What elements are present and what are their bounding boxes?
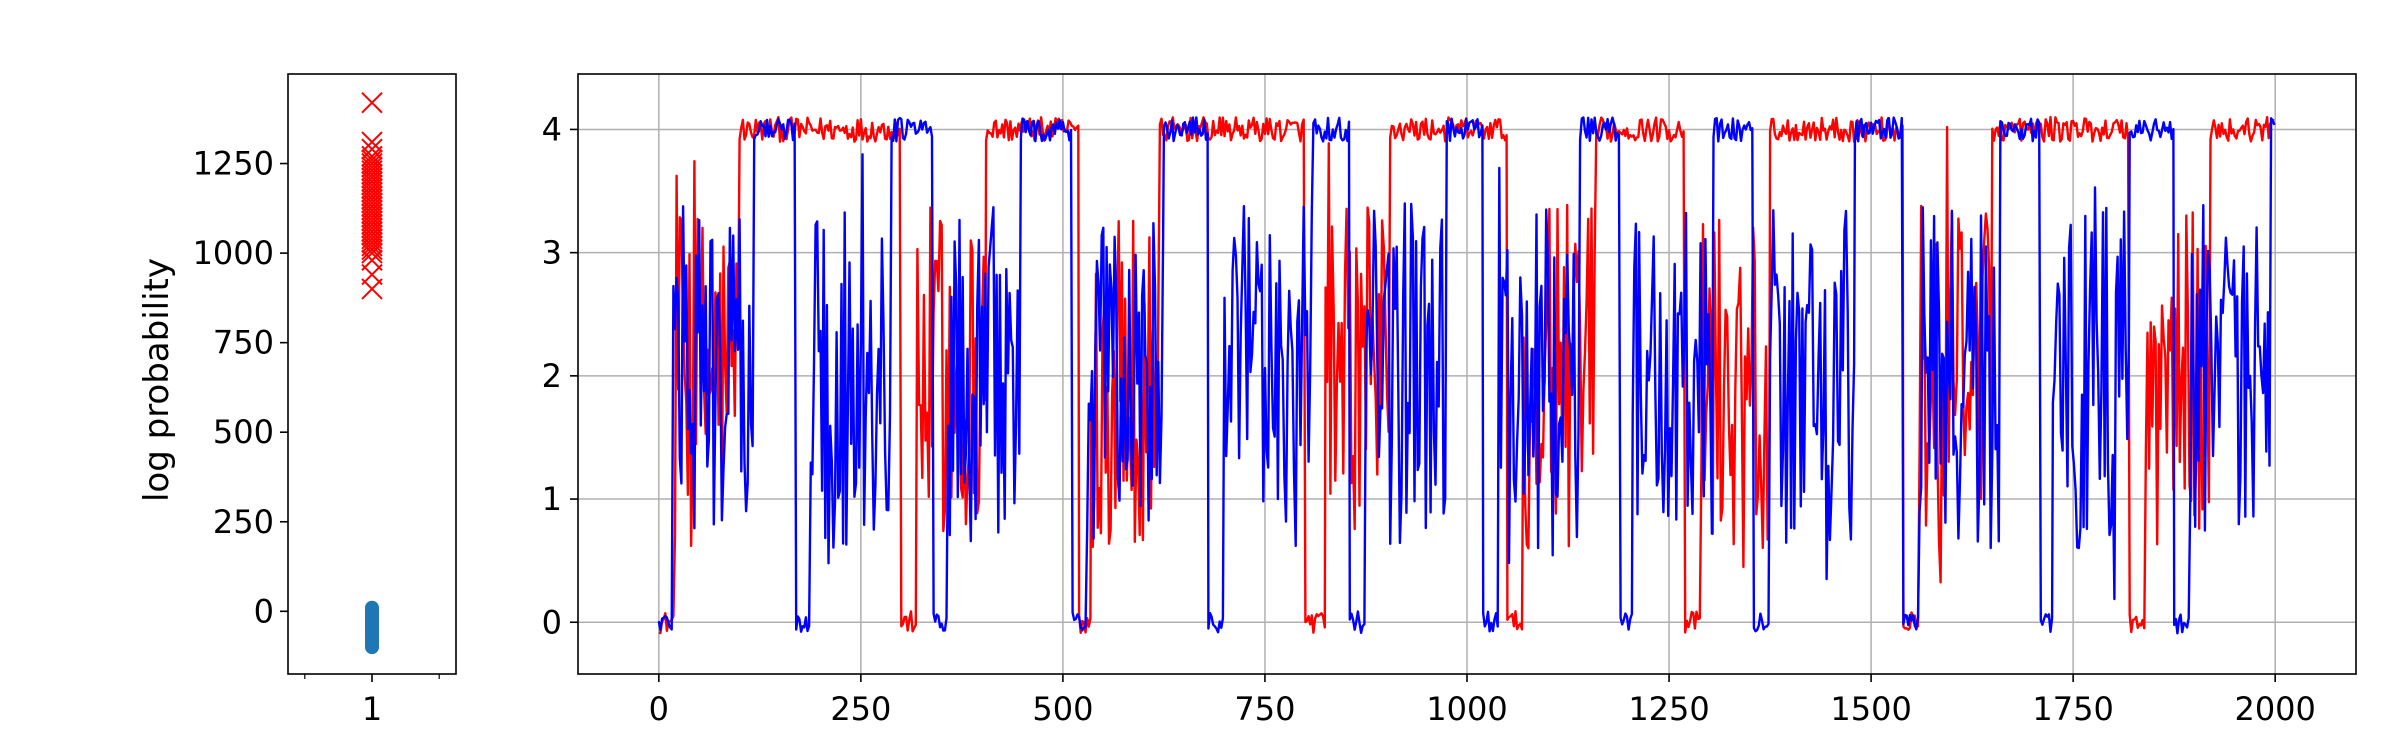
right-x-tick-label: 2000 [2234,690,2315,728]
right-x-ticks: 0 250 500 750 1000 1250 1500 1750 2000 [649,674,2316,728]
right-y-tick-label: 2 [542,357,562,395]
red-x-marker [361,238,383,261]
left-y-tick-label: 0 [254,592,274,630]
right-y-tick-label: 0 [542,603,562,641]
right-x-tick-label: 1000 [1426,690,1507,728]
left-y-tick-label: 750 [213,324,274,362]
left-y-tick-label: 250 [213,503,274,541]
right-lines [657,115,2276,635]
right-y-ticks: 0 1 2 3 4 [542,110,578,641]
right-y-tick-label: 3 [542,234,562,272]
left-y-tick-label: 500 [213,413,274,451]
log-probability-panel: 0 250 500 750 1000 1250 1 log probability [137,73,457,728]
left-x-tick-label: 1 [362,690,382,728]
right-x-tick-label: 1750 [2032,690,2113,728]
right-x-tick-label: 750 [1234,690,1295,728]
left-y-ticks: 0 250 500 750 1000 1250 [193,145,288,630]
red-x-marker [361,242,383,264]
red-x-marker [361,91,383,114]
left-marks [361,91,383,655]
left-x-ticks: 1 [304,674,440,728]
red-x-marker [361,278,383,300]
left-y-tick-label: 1250 [193,145,274,183]
right-x-tick-label: 250 [830,690,891,728]
red-x-marker [361,231,383,254]
blue-dot-marker [365,640,379,655]
right-x-tick-label: 1500 [1830,690,1911,728]
left-y-axis-label: log probability [137,258,177,502]
trace-panel: 0 1 2 3 4 0 250 500 750 1000 1250 1500 1750 2000 [542,73,2357,728]
right-x-tick-label: 1250 [1628,690,1709,728]
blue-trace-line [657,116,2276,635]
left-y-tick-label: 1000 [193,234,274,272]
red-trace-line [658,115,2275,635]
right-y-tick-label: 4 [542,110,562,148]
right-x-tick-label: 500 [1032,690,1093,728]
right-x-tick-label: 0 [649,690,669,728]
right-y-tick-label: 1 [542,480,562,518]
